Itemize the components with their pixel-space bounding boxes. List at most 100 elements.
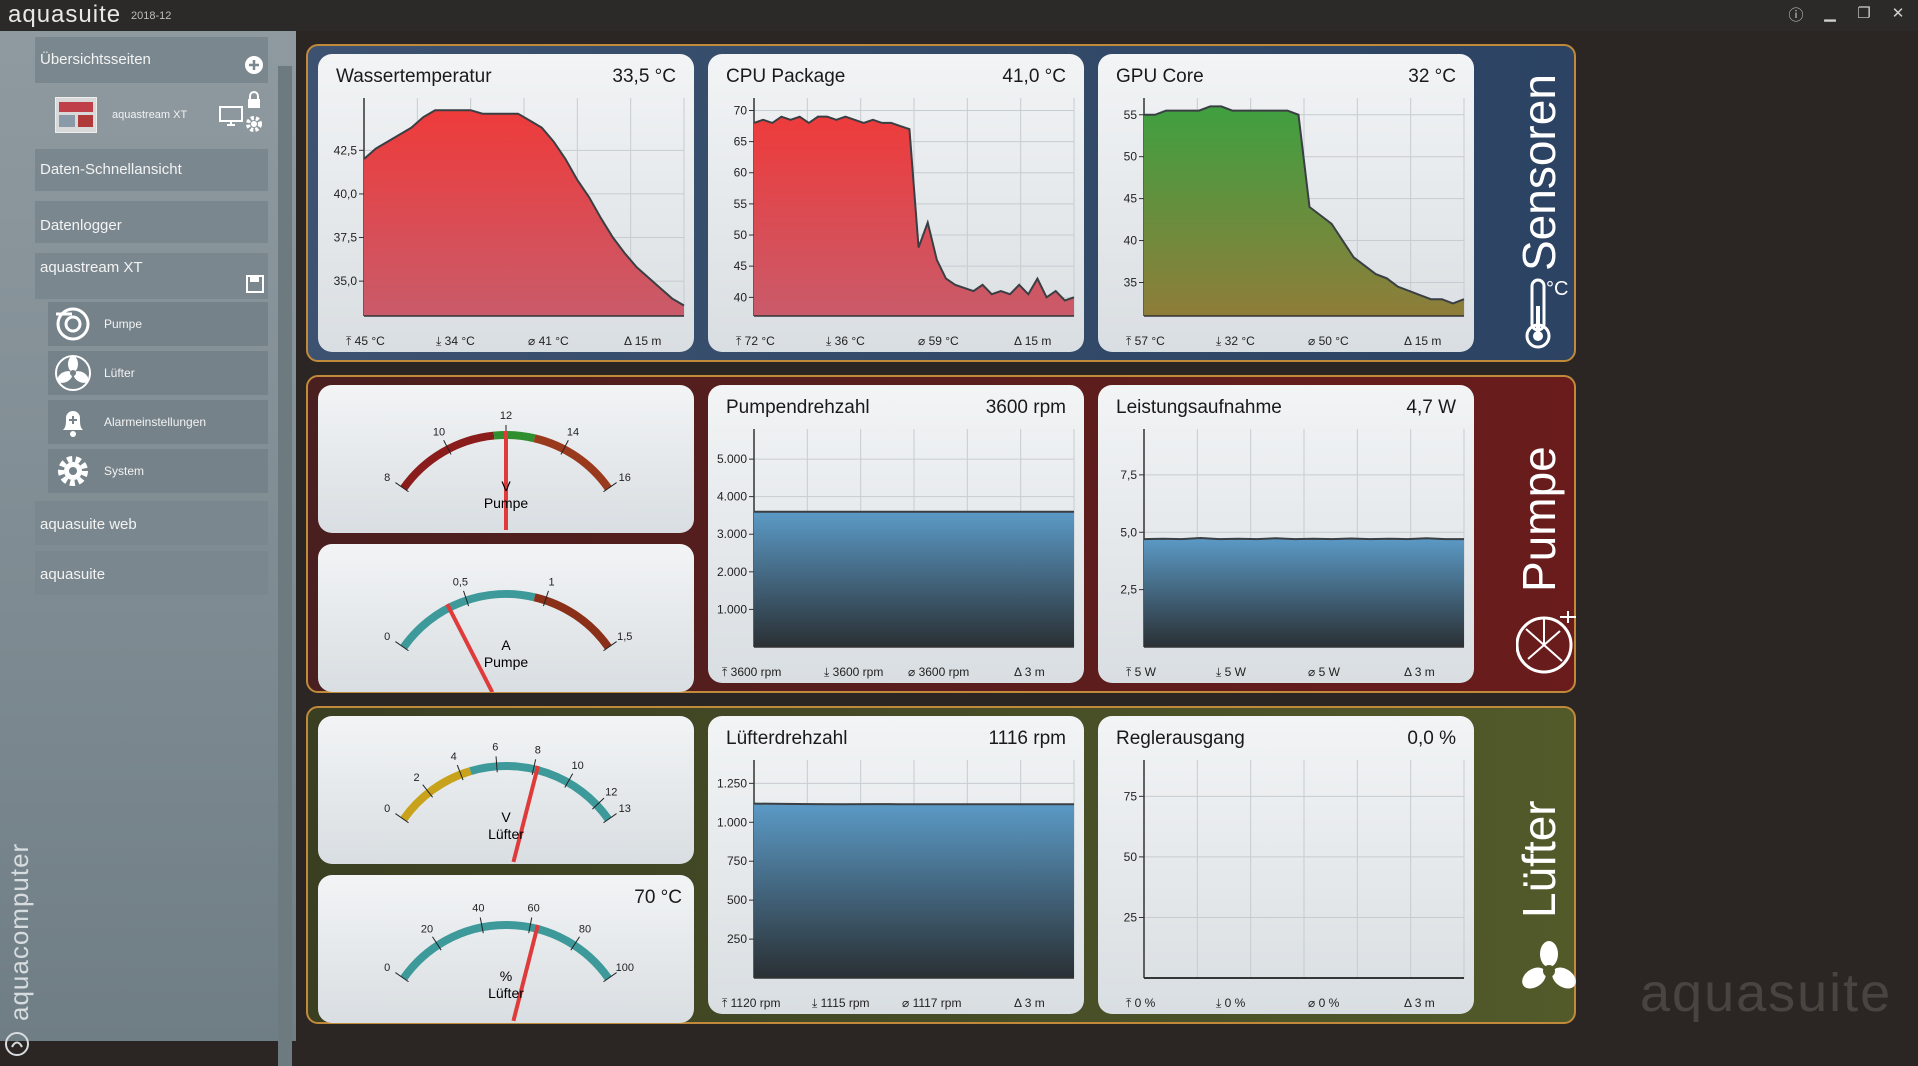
close-icon[interactable]: ✕ bbox=[1891, 5, 1905, 22]
brand-text: aquacomputer bbox=[4, 842, 34, 1021]
panel-cpu: CPU Package 41,0 °C 40 45 50 55 60 65 70 ⤒ 72 … bbox=[708, 54, 1084, 352]
add-icon[interactable] bbox=[244, 55, 264, 75]
gauge-tick bbox=[395, 972, 409, 983]
stat-avg: ⌀ 59 °C bbox=[918, 334, 959, 348]
overview-entry[interactable]: aquastream XT bbox=[35, 87, 268, 173]
gauge-tick-label: 10 bbox=[433, 426, 445, 438]
lock-icon[interactable] bbox=[246, 91, 262, 109]
sidebar-item-quickview[interactable]: Daten-Schnellansicht bbox=[35, 149, 268, 191]
y-tick-label: 25 bbox=[1124, 910, 1138, 924]
panel-pump-speed: Pumpendrehzahl 3600 rpm 1.000 2.000 3.000 4… bbox=[708, 385, 1084, 683]
sidebar-item-web[interactable]: aquasuite web bbox=[35, 501, 268, 545]
gauge-tick-label: 1,5 bbox=[617, 631, 632, 643]
gauge-tick-label: 0 bbox=[384, 803, 390, 815]
aquacomputer-logo-icon bbox=[5, 1032, 29, 1056]
sidebar-scrollbar[interactable] bbox=[278, 66, 292, 1066]
y-tick-label: 55 bbox=[1124, 108, 1138, 122]
info-icon[interactable]: ⓘ bbox=[1788, 7, 1804, 24]
panel-value: 4,7 W bbox=[1406, 397, 1456, 418]
pump-icon bbox=[1516, 611, 1576, 674]
y-tick-label: 50 bbox=[734, 228, 748, 242]
gauge-tick bbox=[528, 917, 533, 934]
stat-max: ⤒ 45 °C bbox=[346, 334, 385, 348]
sidebar-sub-alarms[interactable]: Alarmeinstellungen bbox=[48, 400, 268, 444]
panel-footer: ⤒ 0 % ⤓ 0 % ⌀ 0 % Δ 3 m bbox=[1098, 996, 1474, 1010]
gear-icon[interactable] bbox=[244, 114, 264, 134]
series-area bbox=[364, 110, 684, 316]
y-tick-label: 45 bbox=[1124, 192, 1138, 206]
stat-avg: ⌀ 50 °C bbox=[1308, 334, 1349, 348]
gauge-tick bbox=[395, 482, 409, 493]
gauge-tick-label: 13 bbox=[619, 803, 631, 815]
stat-avg: ⌀ 41 °C bbox=[528, 334, 569, 348]
y-tick-label: 4.000 bbox=[717, 490, 747, 504]
stat-span: Δ 15 m bbox=[1404, 334, 1442, 348]
gauge-name: Pumpe bbox=[483, 654, 529, 670]
app-version: 2018-12 bbox=[131, 10, 172, 22]
monitor-icon[interactable] bbox=[218, 105, 244, 127]
vertical-brand: aquacomputer bbox=[2, 831, 34, 1061]
gauge-arc-segment bbox=[533, 593, 612, 650]
sidebar-sub-fan[interactable]: Lüfter bbox=[48, 351, 268, 395]
sidebar-item-datalogger[interactable]: Datenlogger bbox=[35, 201, 268, 243]
panel-title: CPU Package bbox=[726, 66, 846, 87]
stat-min: ⤓ 1115 rpm bbox=[812, 996, 870, 1010]
gauge-arc-segment bbox=[400, 921, 612, 981]
sidebar-item-label: aquastream XT bbox=[40, 259, 143, 276]
series-line bbox=[753, 802, 1074, 806]
stat-span: Δ 3 m bbox=[1014, 996, 1045, 1010]
device-thumbnail bbox=[55, 97, 97, 133]
chart-gpu: 35 40 45 50 55 bbox=[1124, 98, 1465, 317]
stat-span: Δ 3 m bbox=[1404, 665, 1435, 679]
y-tick-label: 1.250 bbox=[717, 776, 747, 790]
panel-footer: ⤒ 3600 rpm ⤓ 3600 rpm ⌀ 3600 rpm Δ 3 m bbox=[708, 665, 1084, 679]
sidebar-overview[interactable]: Übersichtsseiten bbox=[35, 37, 268, 83]
y-tick-label: 45 bbox=[734, 259, 748, 273]
stat-span: Δ 3 m bbox=[1014, 665, 1045, 679]
restore-icon[interactable]: ❐ bbox=[1857, 5, 1871, 22]
y-tick-label: 750 bbox=[727, 854, 747, 868]
y-tick-label: 50 bbox=[1124, 150, 1138, 164]
gauge-arc-segment bbox=[400, 431, 495, 491]
y-tick-label: 50 bbox=[1124, 850, 1138, 864]
y-tick-label: 35 bbox=[1124, 275, 1138, 289]
panel-controller-output: Reglerausgang 0,0 % 25 50 75 ⤒ 0 % ⤓ 0 % ⌀… bbox=[1098, 716, 1474, 1014]
y-tick-label: 3.000 bbox=[717, 527, 747, 541]
panel-fan-speed: Lüfterdrehzahl 1116 rpm 250 500 750 1.000 1.… bbox=[708, 716, 1084, 1014]
gauge-tick bbox=[570, 936, 580, 951]
series-area bbox=[754, 116, 1074, 316]
sidebar-item-label: Daten-Schnellansicht bbox=[40, 161, 182, 178]
series-line bbox=[1144, 105, 1465, 305]
panel-power: Leistungsaufnahme 4,7 W 2,5 5,0 7,5 ⤒ 5 W … bbox=[1098, 385, 1474, 683]
title-bar: aquasuite 2018-12 ⓘ ▁ ❐ ✕ bbox=[0, 0, 1918, 32]
y-tick-label: 2,5 bbox=[1120, 583, 1137, 597]
sidebar-sub-pump[interactable]: Pumpe bbox=[48, 302, 268, 346]
gauge-tick bbox=[395, 641, 409, 652]
stat-max: ⤒ 5 W bbox=[1126, 665, 1156, 679]
save-icon[interactable] bbox=[246, 275, 264, 293]
sidebar-sub-system[interactable]: System bbox=[48, 449, 268, 493]
panel-title: GPU Core bbox=[1116, 66, 1204, 87]
stat-avg: ⌀ 0 % bbox=[1308, 996, 1340, 1010]
stat-max: ⤒ 0 % bbox=[1126, 996, 1156, 1010]
panel-title: Pumpendrehzahl bbox=[726, 397, 870, 418]
gauge-needle bbox=[445, 603, 495, 692]
sidebar-item-label: Datenlogger bbox=[40, 217, 122, 234]
y-tick-label: 37,5 bbox=[334, 231, 358, 245]
stat-max: ⤒ 72 °C bbox=[736, 334, 775, 348]
stat-span: Δ 15 m bbox=[1014, 334, 1052, 348]
y-tick-label: 75 bbox=[1124, 789, 1138, 803]
sidebar-item-device[interactable]: aquastream XT bbox=[35, 253, 268, 299]
y-tick-label: 250 bbox=[727, 932, 747, 946]
y-tick-label: 42,5 bbox=[334, 143, 358, 157]
y-tick-label: 1.000 bbox=[717, 602, 747, 616]
gauge-arc-segment bbox=[469, 762, 612, 822]
minimize-icon[interactable]: ▁ bbox=[1824, 5, 1836, 22]
gauge-unit: V bbox=[501, 809, 511, 825]
sidebar-item-aquasuite[interactable]: aquasuite bbox=[35, 551, 268, 595]
gauge-needle bbox=[511, 765, 540, 863]
gauge-tick-label: 14 bbox=[567, 426, 579, 438]
y-tick-label: 500 bbox=[727, 893, 747, 907]
chart-water-temp: 35,0 37,5 40,0 42,5 bbox=[334, 98, 685, 317]
